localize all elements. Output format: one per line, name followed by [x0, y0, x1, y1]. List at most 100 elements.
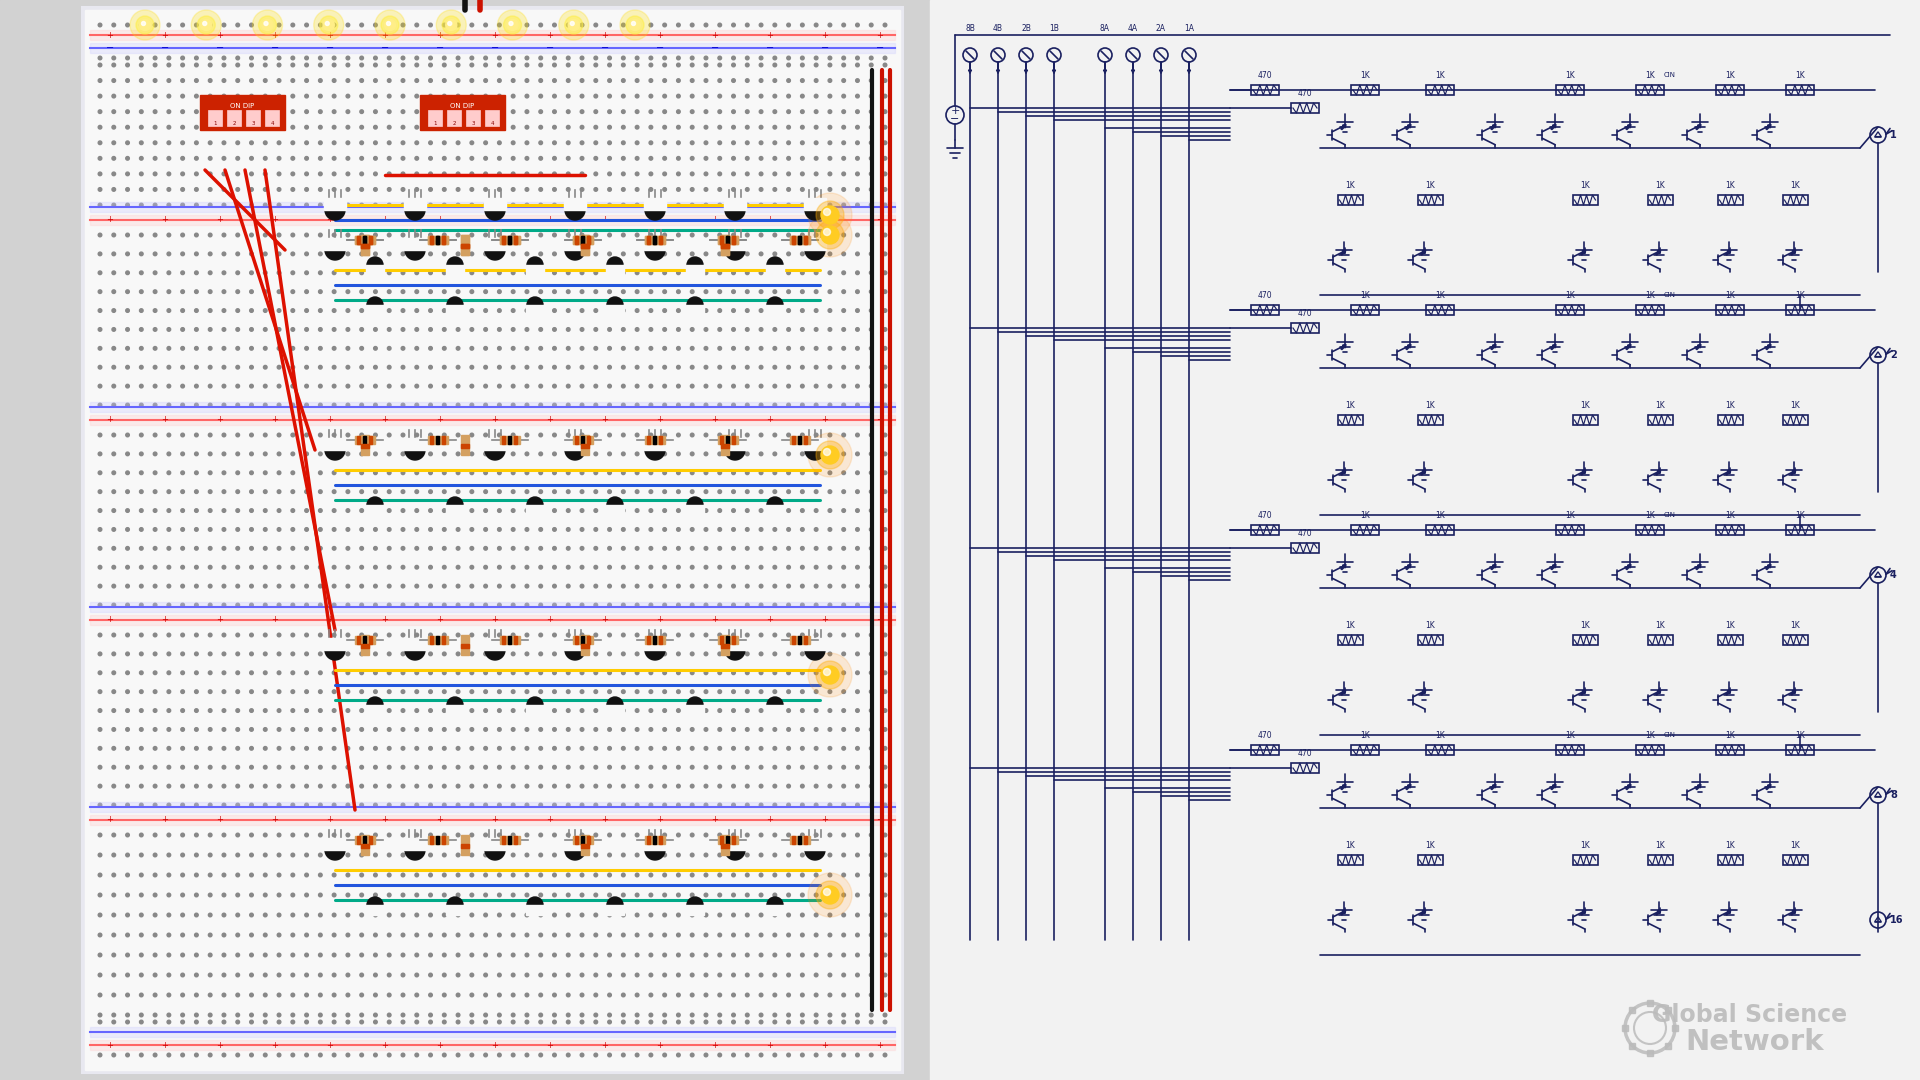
Circle shape [540, 172, 543, 176]
Circle shape [553, 94, 557, 98]
Circle shape [526, 509, 528, 512]
Circle shape [774, 1053, 776, 1057]
Circle shape [154, 546, 157, 550]
Circle shape [511, 203, 515, 206]
Circle shape [801, 633, 804, 637]
Circle shape [718, 327, 722, 332]
Text: 1K: 1K [1726, 511, 1736, 519]
Circle shape [540, 453, 543, 456]
Circle shape [250, 604, 253, 607]
Circle shape [662, 490, 666, 494]
Text: 1K: 1K [1726, 401, 1736, 410]
Circle shape [428, 784, 432, 788]
Circle shape [332, 188, 336, 191]
Circle shape [457, 1053, 461, 1057]
Circle shape [883, 1053, 887, 1057]
Circle shape [609, 746, 611, 751]
Bar [442, 237, 445, 244]
Circle shape [111, 874, 115, 877]
Circle shape [497, 384, 501, 388]
Circle shape [324, 22, 328, 26]
Bar [442, 237, 445, 244]
Circle shape [111, 490, 115, 494]
Circle shape [801, 874, 804, 877]
Circle shape [305, 23, 309, 27]
Text: CIN: CIN [1665, 72, 1676, 78]
Circle shape [140, 327, 144, 332]
Circle shape [250, 79, 253, 82]
Circle shape [758, 384, 762, 388]
Circle shape [484, 203, 488, 206]
Circle shape [470, 914, 474, 917]
Circle shape [609, 79, 611, 82]
Circle shape [787, 566, 791, 569]
Circle shape [415, 172, 419, 176]
Bar [1352, 745, 1379, 755]
Circle shape [167, 309, 171, 312]
Bar [1647, 1050, 1653, 1056]
Circle shape [401, 584, 405, 588]
Circle shape [236, 252, 240, 256]
Circle shape [180, 384, 184, 388]
Circle shape [732, 347, 735, 350]
Circle shape [236, 172, 240, 176]
Circle shape [553, 546, 557, 550]
Circle shape [787, 652, 791, 656]
Circle shape [470, 690, 474, 693]
Circle shape [828, 546, 831, 550]
Circle shape [566, 110, 570, 113]
Circle shape [691, 252, 693, 256]
Bar [1290, 103, 1319, 113]
Circle shape [828, 233, 831, 237]
Circle shape [305, 289, 309, 294]
Circle shape [774, 94, 776, 98]
Circle shape [828, 347, 831, 350]
Circle shape [346, 1021, 349, 1024]
Circle shape [236, 746, 240, 751]
Circle shape [359, 671, 363, 675]
Bar [582, 244, 589, 248]
Circle shape [622, 633, 626, 637]
Circle shape [649, 403, 653, 407]
Circle shape [359, 64, 363, 67]
Bar [1718, 195, 1743, 205]
Circle shape [814, 833, 818, 837]
Circle shape [359, 347, 363, 350]
Circle shape [801, 365, 804, 369]
Circle shape [457, 766, 461, 769]
Bar [1572, 195, 1597, 205]
Circle shape [841, 914, 845, 917]
Circle shape [676, 853, 680, 856]
Circle shape [319, 271, 323, 274]
Circle shape [593, 954, 597, 957]
Circle shape [718, 1021, 722, 1024]
Circle shape [98, 528, 102, 531]
Circle shape [154, 347, 157, 350]
Circle shape [292, 528, 294, 531]
Circle shape [662, 804, 666, 807]
Circle shape [98, 804, 102, 807]
Circle shape [305, 403, 309, 407]
Circle shape [292, 708, 294, 713]
Circle shape [401, 746, 405, 751]
Circle shape [276, 546, 280, 550]
Circle shape [553, 933, 557, 936]
Bar [357, 636, 361, 644]
FancyArrow shape [1726, 690, 1730, 696]
Circle shape [883, 509, 887, 512]
Circle shape [883, 188, 887, 191]
Circle shape [883, 893, 887, 896]
Circle shape [622, 1021, 626, 1024]
Circle shape [276, 954, 280, 957]
Circle shape [774, 157, 776, 160]
Circle shape [814, 327, 818, 332]
Circle shape [566, 973, 570, 976]
Circle shape [828, 327, 831, 332]
Circle shape [98, 110, 102, 113]
Bar [1572, 635, 1597, 645]
Circle shape [662, 766, 666, 769]
Bar [722, 635, 730, 654]
Circle shape [883, 252, 887, 256]
Circle shape [154, 633, 157, 637]
Circle shape [276, 1021, 280, 1024]
